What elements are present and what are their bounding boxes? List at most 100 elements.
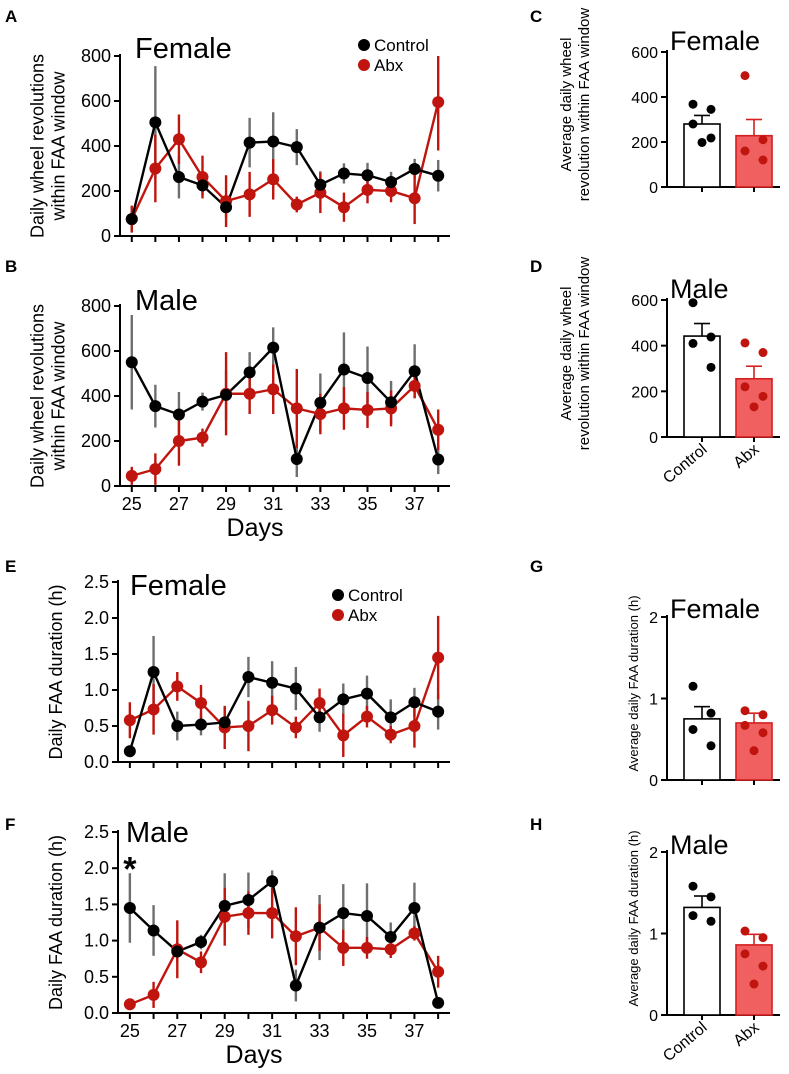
- individual-point-c-control: [688, 119, 698, 129]
- y-axis-title-a: Daily wheel revolutions: [28, 54, 48, 238]
- data-point-f-abx: [384, 943, 397, 956]
- x-axis-title-b: Days: [227, 514, 284, 542]
- individual-point-d-abx: [740, 382, 750, 392]
- legend-label-a-control: Control: [374, 36, 429, 55]
- data-point-f-control: [195, 936, 207, 949]
- x-tick-label-f: 25: [120, 1021, 140, 1041]
- data-point-a-control: [220, 201, 233, 214]
- y-tick-label-g: 1: [649, 692, 658, 709]
- y-tick-label-e: 0.5: [84, 716, 109, 736]
- y-tick-label-f: 1.5: [84, 894, 109, 914]
- y-tick-label-a: 800: [81, 46, 111, 66]
- data-point-f-control: [218, 899, 231, 912]
- individual-point-g-abx: [740, 720, 750, 730]
- y-tick-label-f: 1.0: [84, 931, 109, 951]
- data-point-f-abx: [218, 910, 231, 923]
- individual-point-d-abx: [740, 338, 750, 348]
- y-tick-label-a: 600: [81, 91, 111, 111]
- legend-label-a-abx: Abx: [374, 56, 404, 75]
- data-point-a-abx: [361, 183, 374, 196]
- individual-point-d-control: [688, 338, 698, 348]
- x-tick-label-f: 33: [310, 1021, 330, 1041]
- y-tick-label-d: 0: [649, 430, 658, 447]
- y-tick-label-c: 200: [631, 135, 658, 152]
- y-tick-label-f: 2.0: [84, 858, 109, 878]
- data-point-f-control: [384, 930, 397, 943]
- data-point-b-abx: [337, 402, 350, 415]
- y-tick-label-f: 0.5: [84, 967, 109, 987]
- data-point-a-abx: [243, 188, 256, 201]
- y-axis-title-a: within FAA window: [49, 70, 69, 221]
- legend-label-e-abx: Abx: [348, 606, 378, 625]
- data-point-b-abx: [196, 431, 209, 444]
- y-tick-label-g: 0: [649, 773, 658, 790]
- individual-point-h-control: [688, 881, 698, 891]
- data-point-e-abx: [123, 714, 136, 727]
- y-tick-label-d: 200: [631, 384, 658, 401]
- chart-title-d: Male: [670, 274, 729, 304]
- data-point-f-abx: [123, 998, 136, 1011]
- x-tick-label-b: 37: [405, 494, 425, 514]
- data-point-e-control: [432, 705, 445, 718]
- data-point-e-abx: [313, 696, 326, 709]
- data-point-f-abx: [289, 930, 302, 943]
- individual-point-g-control: [688, 724, 698, 734]
- data-point-b-control: [220, 388, 233, 401]
- data-point-b-control: [314, 396, 327, 409]
- y-axis-title-b: Daily wheel revolutions: [28, 304, 48, 488]
- data-point-b-control: [290, 453, 303, 465]
- y-axis-title-e: Daily FAA duration (h): [46, 584, 66, 759]
- data-point-e-abx: [289, 721, 302, 734]
- data-point-f-control: [123, 902, 136, 915]
- data-point-a-control: [314, 178, 327, 191]
- data-point-b-abx: [290, 402, 303, 415]
- data-point-b-abx: [408, 379, 421, 392]
- x-tick-label-b: 29: [216, 494, 236, 514]
- y-axis-title-d: Average daily wheel: [558, 287, 575, 421]
- data-point-e-control: [195, 718, 207, 731]
- x-tick-label-b: 25: [122, 494, 142, 514]
- y-tick-label-e: 1.0: [84, 680, 109, 700]
- y-tick-label-b: 400: [81, 386, 111, 406]
- data-point-e-abx: [171, 680, 184, 693]
- data-point-a-abx: [432, 96, 445, 109]
- x-tick-label-b: 33: [310, 494, 330, 514]
- data-point-b-control: [125, 356, 138, 369]
- chart-title-f: Male: [126, 817, 189, 849]
- data-point-a-control: [243, 136, 256, 149]
- y-tick-label-b: 0: [101, 476, 111, 496]
- y-tick-label-f: 2.5: [84, 822, 109, 842]
- data-point-b-control: [432, 453, 445, 466]
- data-point-a-control: [408, 162, 421, 175]
- y-tick-label-b: 600: [81, 341, 111, 361]
- data-point-b-control: [361, 372, 374, 384]
- data-point-e-abx: [242, 720, 255, 732]
- individual-point-g-control: [706, 741, 716, 751]
- data-point-f-abx: [195, 956, 207, 969]
- data-point-f-control: [242, 894, 255, 907]
- individual-point-g-control: [706, 708, 716, 718]
- chart-title-h: Male: [670, 830, 729, 860]
- bar-h-control: [683, 906, 721, 1016]
- individual-point-c-abx: [758, 155, 768, 165]
- category-label-h-abx: Abx: [731, 1019, 763, 1050]
- y-axis-title-c: revolution within FAA window: [576, 8, 593, 202]
- individual-point-d-control: [706, 362, 716, 372]
- individual-point-h-abx: [758, 933, 768, 943]
- data-point-a-abx: [149, 162, 162, 175]
- x-tick-label-f: 37: [404, 1021, 424, 1041]
- data-point-b-abx: [243, 387, 256, 400]
- individual-point-d-abx: [749, 402, 759, 412]
- individual-point-h-abx: [740, 926, 750, 936]
- data-point-f-control: [408, 902, 421, 915]
- y-tick-label-b: 200: [81, 431, 111, 451]
- data-point-f-control: [171, 945, 184, 958]
- data-point-a-control: [432, 169, 445, 182]
- panel-label-e: E: [5, 557, 16, 576]
- y-axis-title-g: Average daily FAA duration (h): [626, 595, 641, 771]
- data-point-a-abx: [408, 192, 421, 205]
- panel-label-c: C: [530, 7, 542, 26]
- y-tick-label-e: 2.0: [84, 608, 109, 628]
- individual-point-c-control: [706, 104, 716, 114]
